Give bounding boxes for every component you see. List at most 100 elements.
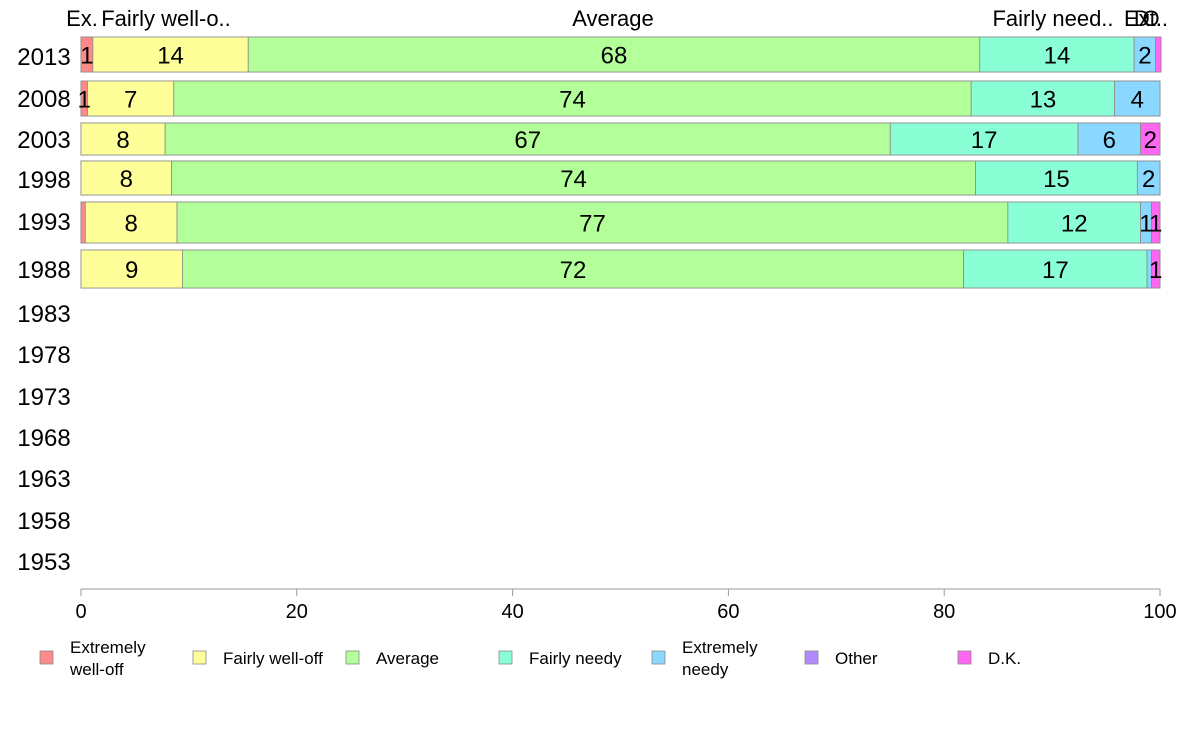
bar-row-1998: 8 74 15 2 (80, 160, 1161, 196)
header-label-average: Average (572, 6, 654, 31)
bar-segment-fairly_needy (963, 249, 1148, 289)
legend-label: Fairly needy (529, 649, 622, 668)
year-label-1953: 1953 (17, 549, 70, 576)
bar-segment-average (164, 122, 891, 156)
segment-value-label: 7 (124, 87, 137, 114)
year-label-1968: 1968 (17, 425, 70, 452)
bar-segment-ext_needy (1136, 160, 1161, 196)
legend-item-ext_needy: Extremely needy (651, 638, 758, 679)
segment-value-label: 8 (124, 211, 137, 238)
segment-value-label: 1 (80, 43, 93, 70)
bar-segment-dk (1155, 36, 1162, 73)
header-label-fairly-well-o: Fairly well-o.. (101, 6, 231, 31)
year-label-1983: 1983 (17, 301, 70, 328)
segment-value-label: 67 (514, 127, 541, 154)
x-tick-label: 40 (501, 601, 523, 623)
bar-segment-ext_needy (1114, 80, 1161, 117)
segment-value-label: 8 (116, 127, 129, 154)
year-label-1988: 1988 (17, 257, 70, 284)
segment-value-label: 17 (1042, 257, 1069, 284)
x-tick-label: 0 (75, 601, 86, 623)
year-label-1963: 1963 (17, 466, 70, 493)
legend-label: needy (682, 660, 729, 679)
year-label-2003: 2003 (17, 127, 70, 154)
segment-value-label: 12 (1061, 211, 1088, 238)
bar-segment-ext_needy (1077, 122, 1141, 156)
bar-segment-average (182, 249, 965, 289)
legend-swatch (345, 650, 360, 665)
segment-value-label: 1 (1139, 211, 1152, 238)
bar-row-1993: 8 77 12 11 (80, 201, 1162, 244)
x-tick-label: 80 (933, 601, 955, 623)
segment-value-label: 72 (560, 257, 587, 284)
x-tick-label: 100 (1143, 601, 1176, 623)
segment-value-label: 1 (78, 87, 91, 114)
bar-segment-average (173, 80, 972, 117)
bar-segment-dk (1150, 201, 1161, 244)
segment-value-label: 15 (1043, 166, 1070, 193)
legend-swatch (498, 650, 513, 665)
legend-item-average: Average (345, 649, 439, 668)
legend-swatch (39, 650, 54, 665)
legend-swatch (804, 650, 819, 665)
year-label-1978: 1978 (17, 342, 70, 369)
bar-segment-fairly_needy (1007, 201, 1141, 244)
legend-item-fairly_needy: Fairly needy (498, 649, 622, 668)
segment-value-label: 2 (1142, 166, 1155, 193)
legend-label: D.K. (988, 649, 1021, 668)
legend-swatch (957, 650, 972, 665)
segment-value-label: 68 (601, 43, 628, 70)
segment-value-label: 6 (1103, 127, 1116, 154)
legend-item-other: Other (804, 649, 878, 668)
bar-segment-fairly_well (80, 249, 183, 289)
bar-rows: 1 14 68 14 21 7 74 13 48 67 17 6 28 74 15 28 77 12 119 72 17… (78, 36, 1162, 289)
segment-value-label: 17 (971, 127, 998, 154)
x-axis: 0 20 40 60 80 100 (75, 588, 1177, 623)
legend-label: Average (376, 649, 439, 668)
bar-segment-fairly_well (80, 122, 166, 156)
segment-value-label: 77 (579, 211, 606, 238)
top-header-labels: Ex. Fairly well-o.. Average Fairly need.. Ex… (66, 6, 1168, 31)
segment-value-label: 14 (157, 43, 184, 70)
segment-value-label: 74 (560, 166, 587, 193)
bar-row-1988: 9 72 17 1 (80, 249, 1162, 289)
segment-value-label: 2 (1138, 43, 1151, 70)
segment-value-label: 14 (1044, 43, 1071, 70)
year-label-1998: 1998 (17, 167, 70, 194)
header-label-fairly-need: Fairly need.. (992, 6, 1113, 31)
legend-swatch (192, 650, 207, 665)
legend-label: Other (835, 649, 878, 668)
bar-segment-fairly_needy (889, 122, 1079, 156)
year-label-2008: 2008 (17, 86, 70, 113)
bar-segment-fairly_well (80, 160, 173, 196)
bar-row-2003: 8 67 17 6 2 (80, 122, 1161, 156)
segment-value-label: 74 (559, 87, 586, 114)
bar-row-2013: 1 14 68 14 2 (80, 36, 1162, 73)
x-tick-label: 60 (717, 601, 739, 623)
bar-segment-fairly_well (87, 80, 175, 117)
legend-label: Fairly well-off (223, 649, 323, 668)
bar-segment-fairly_needy (979, 36, 1135, 73)
bar-segment-average (171, 160, 976, 196)
legend-label: Extremely (70, 638, 146, 657)
segment-value-label: 8 (120, 166, 133, 193)
legend-item-ext_well: Extremely well-off (39, 638, 146, 679)
header-label-ex: Ex. (66, 6, 98, 31)
year-axis-labels: 2013 2008 2003 1998 1993 1988 1983 1978 1973 1968… (17, 44, 70, 576)
year-label-2013: 2013 (17, 44, 70, 71)
bar-segment-ext_well (80, 201, 86, 244)
bar-segment-dk (1150, 249, 1161, 289)
bar-row-2008: 1 7 74 13 4 (78, 80, 1161, 117)
year-label-1973: 1973 (17, 384, 70, 411)
segment-value-label: 1 (1149, 257, 1162, 284)
bar-segment-fairly_well (84, 201, 178, 244)
legend-swatch (651, 650, 666, 665)
segment-value-label: 1 (1149, 211, 1162, 238)
header-label-d: D.. (1134, 6, 1162, 31)
bar-segment-fairly_needy (975, 160, 1138, 196)
segment-value-label: 2 (1144, 127, 1157, 154)
bar-segment-average (247, 36, 981, 73)
legend-label: well-off (69, 660, 124, 679)
bar-segment-average (176, 201, 1009, 244)
